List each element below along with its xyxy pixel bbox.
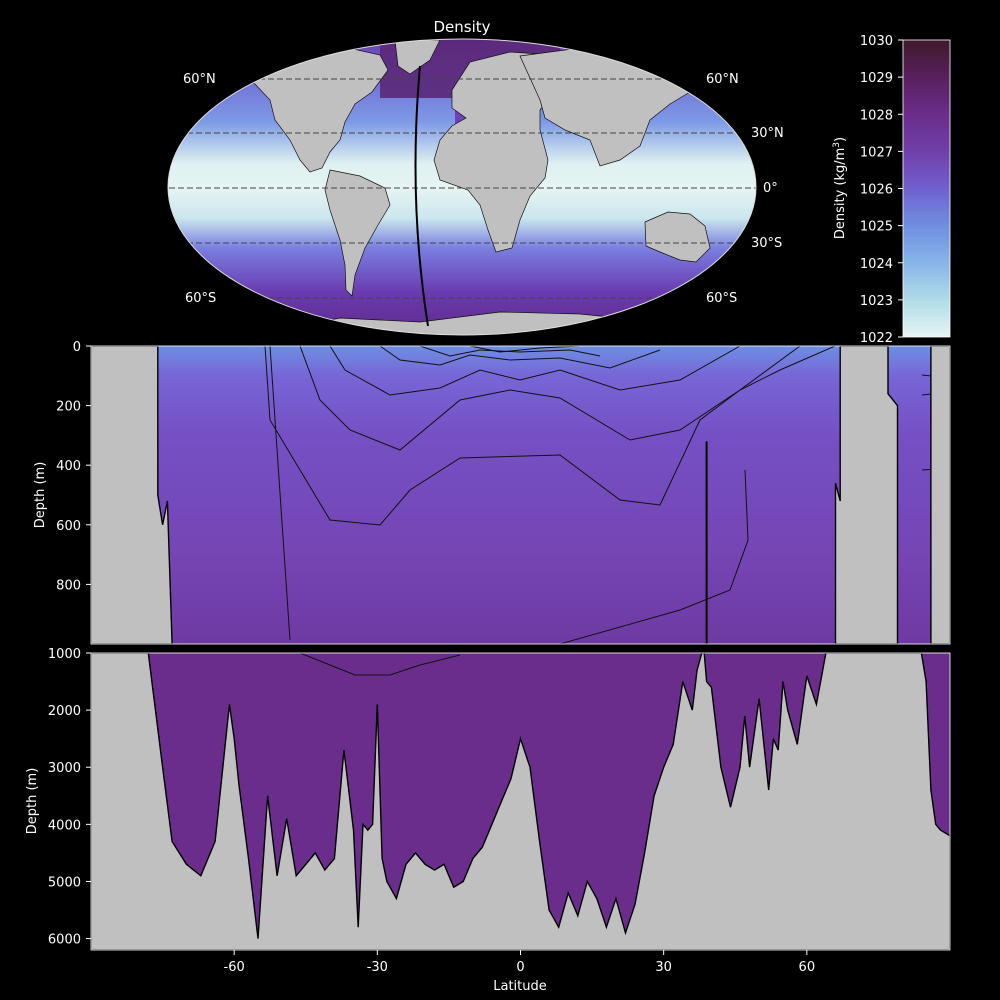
lower-ytick-label: 3000 — [48, 761, 81, 776]
upper-ytick-label: 0 — [73, 340, 81, 355]
section-transect-line — [414, 65, 429, 327]
colorbar-tick-label: 1023 — [860, 294, 893, 309]
xtick-label: 30 — [655, 960, 672, 975]
lower-ytick-label: 2000 — [48, 704, 81, 719]
seafloor-bathymetry — [91, 653, 950, 950]
map-lat-labels: 60°N 60°S 60°N 30°N 0° 30°S 60°S — [183, 72, 784, 306]
lat-label-left-60n: 60°N — [183, 72, 216, 87]
lower-ytick-label: 4000 — [48, 818, 81, 833]
north-america-shape — [229, 45, 389, 173]
chart-title: Density — [433, 18, 490, 36]
lower-yticks: 1000 2000 3000 4000 5000 6000 — [48, 647, 91, 948]
lat-label-right-30n: 30°N — [751, 126, 784, 141]
upper-section-panel: 0 200 400 600 800 Depth (m) — [33, 340, 951, 645]
xtick-label: 0 — [516, 960, 524, 975]
lat-label-left-60s: 60°S — [185, 291, 216, 306]
colorbar-ticks: 1022 1023 1024 1025 1026 1027 1028 1029 1030 — [860, 34, 903, 346]
lower-section-panel: 1000 2000 3000 4000 5000 6000 -60 -30 0 30 60 Dep… — [25, 647, 951, 994]
lower-contour-line — [299, 653, 461, 676]
colorbar-tick-label: 1026 — [860, 183, 893, 198]
lower-xticks: -60 -30 0 30 60 — [224, 950, 816, 975]
antarctic-shelf-land — [91, 346, 173, 644]
upper-ytick-label: 400 — [56, 459, 81, 474]
lower-ylabel: Depth (m) — [25, 768, 40, 835]
upper-yticks: 0 200 400 600 800 — [56, 340, 91, 593]
lat-label-right-60n: 60°N — [706, 72, 739, 87]
lower-ytick-label: 5000 — [48, 875, 81, 890]
upper-ylabel: Depth (m) — [33, 462, 48, 529]
colorbar-label: Density (kg/m3) — [832, 137, 848, 239]
north-land — [930, 346, 950, 644]
xaxis-label: Latitude — [493, 979, 547, 994]
colorbar-gradient — [902, 39, 951, 338]
colorbar-tick-label: 1030 — [860, 34, 893, 49]
lower-ytick-label: 6000 — [48, 933, 81, 948]
lower-ytick-label: 1000 — [48, 647, 81, 662]
map-boundary — [167, 38, 757, 336]
upper-ytick-label: 600 — [56, 519, 81, 534]
arctic-sill-land — [834, 346, 899, 644]
colorbar-tick-label: 1022 — [860, 331, 893, 346]
colorbar-tick-label: 1028 — [860, 108, 893, 123]
upper-ytick-label: 200 — [56, 400, 81, 415]
upper-ytick-label: 800 — [56, 578, 81, 593]
lat-label-right-60s: 60°S — [706, 291, 737, 306]
colorbar-tick-label: 1024 — [860, 257, 893, 272]
world-map-panel: Density — [167, 18, 784, 336]
xtick-label: -60 — [224, 960, 245, 975]
colorbar-tick-label: 1025 — [860, 220, 893, 235]
lat-label-right-0: 0° — [763, 181, 778, 196]
upper-land-mask — [91, 346, 950, 644]
xtick-label: -30 — [367, 960, 388, 975]
colorbar: 1022 1023 1024 1025 1026 1027 1028 1029 1030 Den… — [832, 34, 951, 346]
colorbar-tick-label: 1029 — [860, 71, 893, 86]
south-america-shape — [324, 169, 391, 297]
australia-shape — [644, 211, 711, 263]
colorbar-tick-label: 1027 — [860, 145, 893, 160]
upper-frame — [90, 345, 951, 645]
lat-label-right-30s: 30°S — [751, 236, 782, 251]
xtick-label: 60 — [799, 960, 816, 975]
upper-contours — [264, 346, 950, 644]
